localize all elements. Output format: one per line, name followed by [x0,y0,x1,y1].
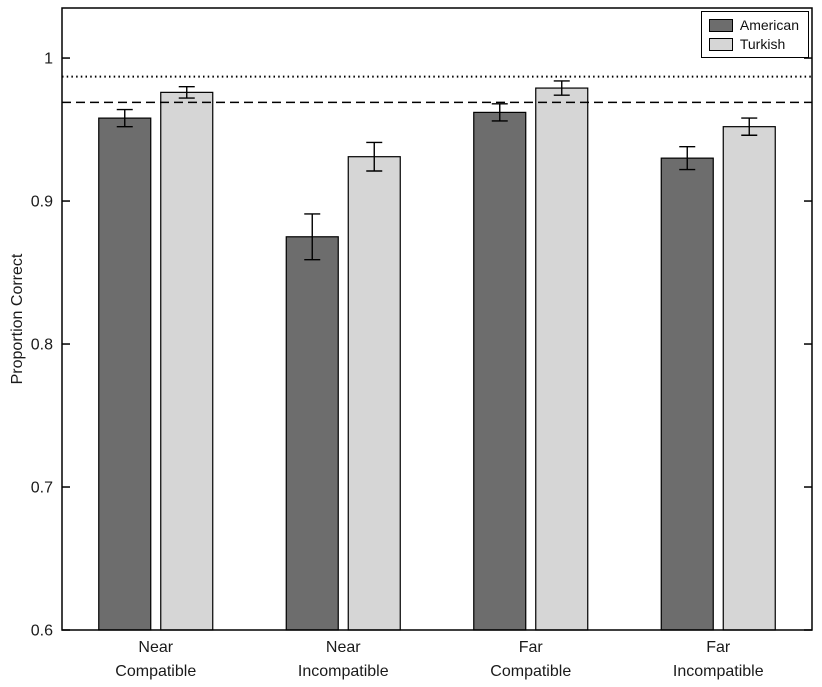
x-tick-label: Near [326,639,361,656]
bar-turkish-0 [160,91,214,631]
legend-item-american: American [708,17,799,33]
y-tick-label: 0.6 [31,623,53,640]
axis-box [61,7,813,631]
x-tick-label: Near [138,639,173,656]
y-tick-label: 0.7 [31,480,53,497]
x-tick-label: Incompatible [673,663,764,680]
y-tick-label: 0.8 [31,337,53,354]
bar-turkish-2 [535,87,589,631]
x-tick-label: Far [706,639,731,656]
x-tick-label: Compatible [490,663,571,680]
x-tick-label: Incompatible [298,663,389,680]
bar-american-3 [660,157,714,631]
legend-label-turkish: Turkish [739,36,786,52]
x-tick-label: Compatible [115,663,196,680]
y-tick-label: 1 [44,51,53,68]
legend-item-turkish: Turkish [708,36,799,52]
bar-turkish-3 [722,126,776,631]
bar-american-2 [473,111,527,631]
legend-label-american: American [739,17,799,33]
y-tick-label: 0.9 [31,194,53,211]
legend: American Turkish [700,11,809,58]
bar-american-1 [285,236,339,631]
bar-american-0 [98,117,152,631]
bar-turkish-1 [347,156,401,631]
legend-swatch-american [708,18,733,32]
x-tick-label: Far [519,639,544,656]
legend-swatch-turkish [708,37,733,51]
